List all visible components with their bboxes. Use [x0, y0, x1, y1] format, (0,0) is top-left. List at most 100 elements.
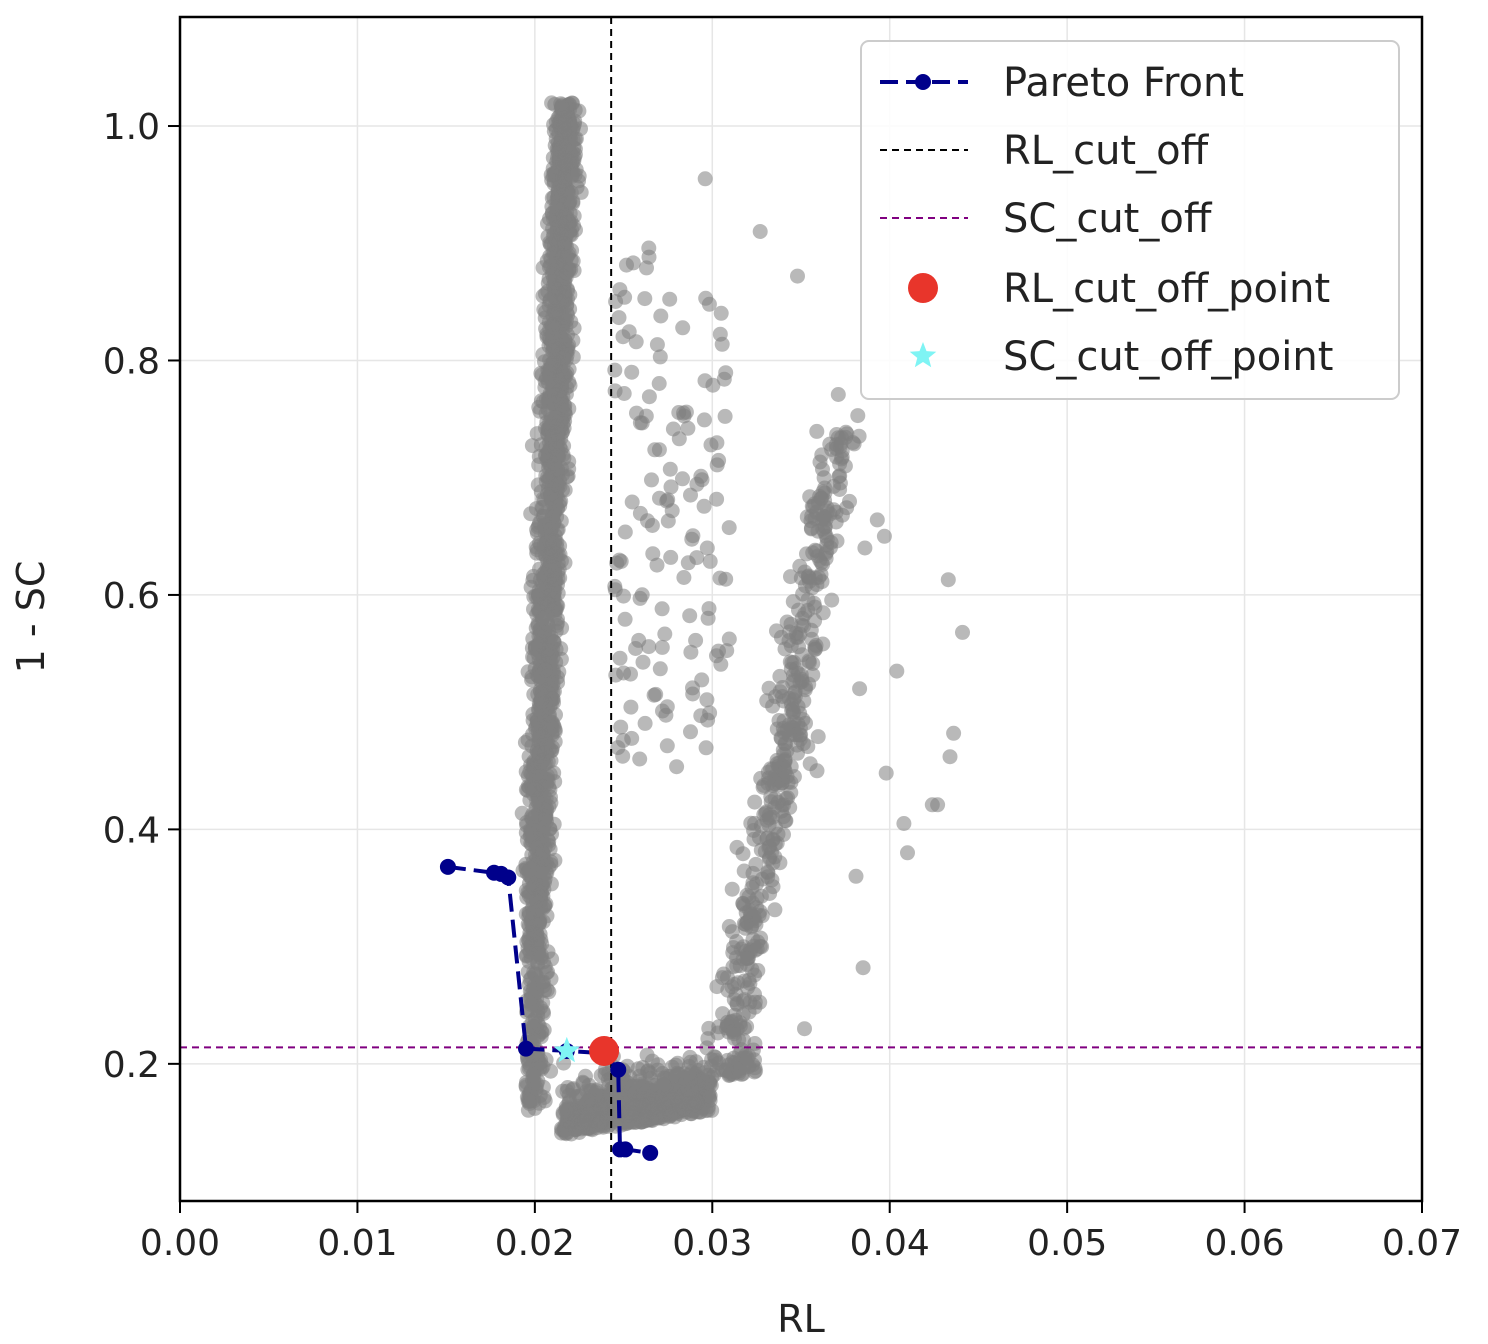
scatter-point: [772, 684, 788, 700]
scatter-point: [787, 684, 803, 700]
scatter-point: [543, 719, 559, 735]
scatter-point: [638, 1110, 654, 1125]
scatter-point: [725, 1024, 741, 1040]
scatter-point: [855, 960, 871, 976]
scatter-point: [525, 769, 541, 784]
scatter-point: [850, 408, 866, 424]
scatter-point: [580, 1093, 596, 1109]
scatter-point: [535, 347, 551, 362]
x-tick-label: 0.02: [495, 1223, 575, 1264]
scatter-point: [800, 739, 816, 755]
scatter-point: [641, 639, 657, 655]
scatter-point: [659, 738, 675, 754]
x-tick-label: 0.00: [140, 1223, 220, 1264]
scatter-point: [675, 320, 691, 336]
scatter-point: [842, 493, 857, 509]
scatter-point: [830, 387, 846, 402]
scatter-point: [645, 546, 661, 562]
scatter-point: [764, 872, 780, 888]
scatter-point: [547, 387, 563, 403]
scatter-point: [900, 845, 915, 861]
scatter-point: [946, 725, 962, 741]
x-tick-label: 0.07: [1382, 1223, 1462, 1264]
scatter-point: [713, 305, 729, 321]
scatter-point: [735, 895, 751, 911]
scatter-point: [822, 506, 838, 522]
scatter-point: [619, 257, 634, 273]
pareto-point: [617, 1141, 634, 1158]
scatter-point: [785, 594, 801, 610]
scatter-point: [542, 522, 558, 538]
scatter-point: [556, 350, 572, 366]
scatter-point: [543, 555, 559, 570]
scatter-point: [782, 654, 798, 670]
scatter-point: [526, 1075, 542, 1090]
scatter-point: [548, 476, 564, 492]
scatter-point: [593, 1100, 609, 1116]
scatter-point: [747, 815, 763, 831]
scatter-point: [651, 442, 667, 458]
scatter-point: [830, 430, 846, 446]
scatter-point: [651, 376, 667, 391]
scatter-point: [536, 819, 551, 835]
legend-sc-point-swatch: [909, 342, 937, 368]
scatter-point: [548, 131, 564, 147]
scatter-point: [526, 568, 541, 584]
scatter-point: [782, 800, 798, 815]
scatter-point: [709, 979, 725, 995]
sc-cut-off-point: [553, 1036, 581, 1063]
scatter-point: [735, 951, 751, 967]
scatter-point: [815, 605, 831, 621]
scatter-point: [550, 425, 565, 441]
scatter-point: [716, 371, 732, 387]
scatter-point: [680, 555, 696, 571]
axis-ticks: 0.00 0.01 0.02 0.03 0.04 0.05 0.06 0.07 0.2 0.4 0.…: [103, 107, 1462, 1264]
scatter-point: [652, 349, 668, 365]
scatter-point: [611, 310, 627, 326]
scatter-point: [783, 616, 799, 632]
scatter-point: [553, 96, 569, 112]
scatter-point: [646, 687, 662, 703]
scatter-points: [514, 95, 970, 1142]
scatter-point: [538, 405, 554, 421]
x-tick-label: 0.04: [850, 1223, 930, 1264]
scatter-point: [657, 626, 673, 642]
scatter-point: [763, 761, 779, 777]
scatter-point: [940, 572, 956, 588]
scatter-point: [541, 649, 557, 664]
scatter-point: [709, 435, 725, 451]
scatter-point: [628, 641, 644, 656]
scatter-point: [758, 805, 774, 821]
scatter-point: [624, 494, 640, 510]
scatter-point: [662, 461, 678, 477]
scatter-point: [717, 408, 733, 424]
scatter-point: [713, 656, 729, 672]
scatter-point: [532, 633, 548, 649]
scatter-point: [640, 513, 655, 529]
scatter-point: [803, 622, 819, 638]
scatter-point: [613, 719, 629, 735]
scatter-point: [644, 1053, 660, 1069]
scatter-point: [683, 724, 698, 740]
scatter-point: [522, 1096, 538, 1111]
pareto-point: [517, 1040, 534, 1057]
scatter-point: [697, 171, 713, 187]
scatter-point: [852, 681, 868, 697]
scatter-point: [529, 793, 545, 809]
scatter-point: [818, 550, 834, 566]
scatter-point: [612, 650, 628, 666]
scatter-point: [688, 632, 704, 648]
scatter-point: [565, 195, 581, 211]
scatter-point: [802, 489, 818, 505]
scatter-point: [680, 420, 696, 436]
x-tick-label: 0.05: [1027, 1223, 1107, 1264]
scatter-point: [545, 328, 560, 344]
scatter-point: [721, 520, 737, 536]
scatter-point: [649, 557, 665, 573]
scatter-point: [878, 765, 894, 781]
scatter-point: [532, 535, 547, 551]
scatter-point: [780, 774, 796, 790]
scatter-point: [523, 810, 539, 825]
scatter-point: [752, 224, 768, 239]
scatter-point: [663, 549, 679, 565]
